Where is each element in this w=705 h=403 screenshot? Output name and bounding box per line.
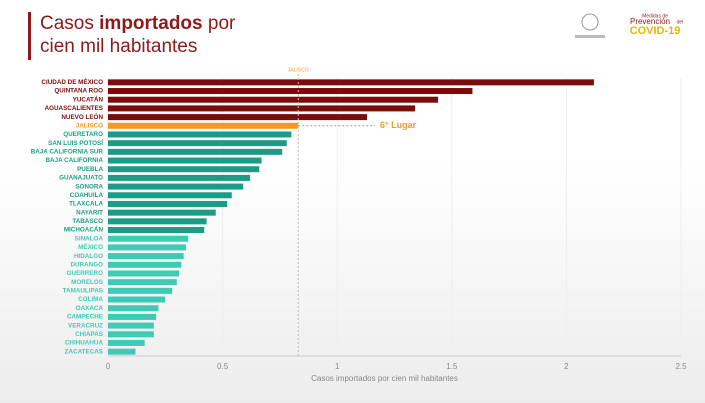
bar (108, 140, 287, 147)
bar (108, 322, 154, 329)
bar (108, 122, 299, 129)
x-axis-label: Casos importados por cien mil habitantes (311, 374, 458, 383)
bar (108, 261, 182, 268)
y-tick-label: YUCATÁN (73, 94, 104, 103)
bar (108, 174, 251, 181)
logo-gov (575, 13, 605, 38)
reference-label: JALISCO (288, 67, 309, 73)
x-tick-label: 1 (335, 362, 340, 371)
y-tick-label: PUEBLA (77, 166, 103, 173)
x-tick-label: 2 (564, 362, 569, 371)
bar (108, 244, 186, 251)
x-tick-label: 1.5 (446, 362, 458, 371)
bar (108, 305, 159, 312)
annotation: 6° Lugar (380, 120, 417, 130)
y-tick-label: SONORA (75, 183, 103, 190)
chart-title: cien mil habitantes (40, 36, 197, 57)
y-tick-label: COLIMA (78, 296, 103, 303)
logo-text-bar (575, 35, 605, 38)
bar (108, 88, 473, 95)
bar (108, 313, 157, 320)
logo-text: Prevención (630, 17, 670, 26)
y-tick-label: SINALOA (75, 235, 104, 242)
y-tick-label: CHIHUAHUA (65, 340, 104, 347)
bar (108, 235, 189, 242)
y-tick-label: BAJA CALIFORNIA (46, 157, 104, 164)
logo-text: COVID-19 (630, 25, 681, 37)
title-accent (28, 12, 31, 60)
bar (108, 331, 154, 338)
bar (108, 200, 228, 207)
bar (108, 166, 260, 173)
y-tick-label: TABASCO (72, 218, 103, 225)
x-tick-label: 0 (106, 362, 111, 371)
y-tick-label: QUERETARO (63, 131, 103, 138)
y-tick-label: GUANAJUATO (59, 175, 103, 182)
bar (108, 148, 283, 155)
bar (108, 105, 416, 112)
y-tick-label: GUERRERO (67, 270, 103, 277)
y-tick-label: JALISCO (76, 122, 103, 129)
bar (108, 287, 173, 294)
y-tick-label: TAMAULIPAS (63, 288, 103, 295)
bar (108, 348, 136, 355)
bar (108, 96, 439, 103)
y-tick-label: MORELOS (71, 279, 103, 286)
bar (108, 279, 177, 286)
bar (108, 253, 184, 260)
bar (108, 192, 232, 199)
bar (108, 79, 594, 86)
y-tick-label: CHIAPAS (75, 331, 103, 338)
y-tick-label: OAXACA (76, 305, 104, 312)
y-tick-label: BAJA CALIFORNIA SUR (31, 149, 104, 156)
y-tick-label: MICHOACÁN (64, 225, 104, 234)
y-tick-label: CAMPECHE (67, 314, 103, 321)
y-tick-label: SAN LUIS POTOSÍ (48, 138, 103, 147)
bar (108, 131, 292, 138)
y-tick-label: MÉXICO (78, 242, 103, 251)
chart-title: Casos importados por (40, 13, 236, 34)
bar (108, 183, 244, 190)
bar (108, 157, 262, 164)
x-tick-label: 2.5 (675, 362, 687, 371)
y-tick-label: CIUDAD DE MÉXICO (41, 77, 103, 86)
y-tick-label: HIDALGO (74, 253, 103, 260)
bar (108, 339, 145, 346)
y-tick-label: VERACRUZ (68, 322, 103, 329)
logo-text: del (677, 19, 684, 25)
bar (108, 114, 367, 121)
y-tick-label: NAYARIT (76, 209, 103, 216)
bar (108, 209, 216, 216)
logo-text: Medidas de (642, 13, 668, 19)
y-tick-label: AGUASCALIENTES (45, 105, 103, 112)
logo-emblem (581, 13, 599, 31)
y-tick-label: DURANGO (70, 261, 103, 268)
bar (108, 270, 180, 277)
y-tick-label: ZACATECAS (65, 348, 103, 355)
bar (108, 296, 166, 303)
y-tick-label: TLAXCALA (69, 201, 103, 208)
y-tick-label: COAHUILA (70, 192, 104, 199)
bar (108, 227, 205, 234)
logo-covid: Medidas de Prevención del COVID-19 (630, 13, 684, 37)
x-tick-label: 0.5 (217, 362, 229, 371)
y-tick-label: NUEVO LEÓN (61, 112, 103, 121)
bar (108, 218, 207, 225)
y-tick-label: QUINTANA ROO (54, 88, 103, 95)
